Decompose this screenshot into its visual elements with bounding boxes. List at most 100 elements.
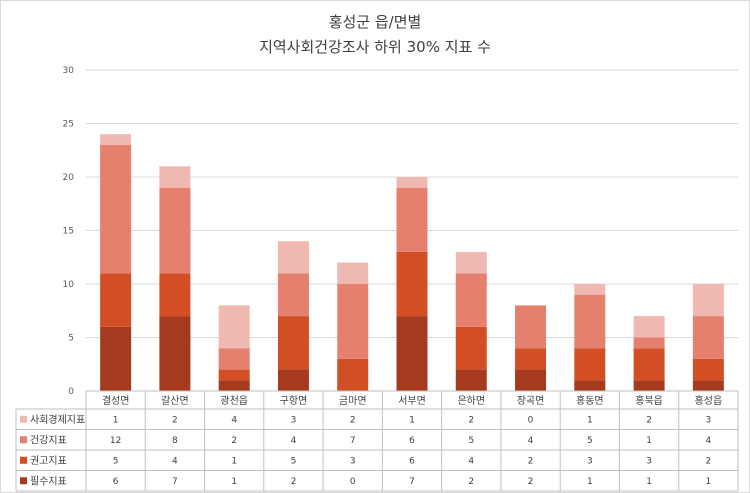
x-tick-label: 구항면 [280,395,308,407]
bar-segment [692,316,724,359]
y-tick-label: 20 [63,173,75,183]
data-label: 6 [409,456,415,466]
bar-segment [396,316,428,391]
data-label: 3 [350,456,356,466]
bar-segment [692,284,724,317]
bar-segment [455,326,487,370]
bar-segment [455,251,487,274]
data-label: 0 [528,415,534,425]
bar-segment [218,369,250,381]
bar-segment [100,273,132,327]
bar-segment [159,316,191,391]
bar-segment [396,187,428,252]
bar-segment [218,348,250,370]
data-label: 8 [172,436,178,446]
data-label: 1 [587,415,593,425]
data-label: 3 [705,415,711,425]
data-label: 0 [350,477,356,487]
data-label: 2 [646,415,652,425]
legend-entry: 필수지표 [30,475,67,487]
bar-segment [455,369,487,391]
y-tick-label: 25 [63,120,74,130]
data-label: 7 [172,477,178,487]
data-label: 7 [350,436,356,446]
legend-swatch [20,415,27,423]
data-label: 5 [468,436,474,446]
bar-segment [396,177,428,188]
data-label: 4 [172,456,178,466]
bar-segment [218,380,250,391]
data-label: 2 [172,415,178,425]
chart-title: 홍성군 읍/면별 [328,13,422,31]
data-label: 2 [350,415,356,425]
y-tick-label: 15 [63,227,74,237]
bar-segment [100,134,132,145]
data-label: 5 [291,456,297,466]
bar-segment [218,305,250,349]
bar-segment [100,144,132,274]
bar-segment [633,380,665,391]
data-label: 2 [291,477,297,487]
data-label: 1 [646,436,652,446]
data-label: 4 [705,436,711,446]
x-tick-label: 광천읍 [220,395,248,407]
bar-segment [633,348,665,381]
bar-segment [100,326,132,391]
legend-entry: 사회경제지표 [30,413,85,426]
x-tick-label: 갈산면 [161,394,189,407]
data-label: 5 [587,436,593,446]
x-tick-label: 서부면 [398,395,426,407]
data-label: 1 [409,415,415,425]
x-tick-label: 홍동면 [576,394,604,407]
data-label: 4 [528,436,534,446]
bar-segment [396,251,428,317]
bar-segment [574,294,606,349]
legend-swatch [20,436,27,444]
x-tick-label: 홍성읍 [695,394,723,407]
bar-segment [159,273,191,317]
data-label: 5 [113,456,119,466]
data-label: 2 [468,415,474,425]
y-tick-label: 30 [63,66,75,76]
bar-segment [455,273,487,327]
y-tick-label: 0 [68,387,74,397]
data-label: 4 [231,415,237,425]
bar-segment [515,369,547,391]
x-tick-label: 은하면 [457,394,485,407]
chart-subtitle: 지역사회건강조사 하위 30% 지표 수 [259,38,491,56]
data-label: 1 [587,477,593,487]
data-label: 4 [291,436,297,446]
bar-segment [159,187,191,274]
bar-segment [337,284,369,359]
data-label: 6 [409,436,415,446]
legend-entry: 권고지표 [30,455,67,467]
legend-entry: 건강지표 [30,434,67,446]
bar-segment [337,358,369,391]
bar-segment [515,348,547,370]
bar-segment [159,166,191,188]
bar-segment [277,316,309,370]
legend-swatch [20,456,27,464]
y-tick-label: 5 [68,334,74,344]
x-tick-label: 결성면 [102,395,130,407]
bar-segment [277,369,309,391]
data-label: 1 [705,477,711,487]
y-tick-label: 10 [63,280,75,290]
data-label: 2 [468,477,474,487]
data-label: 1 [231,477,237,487]
data-label: 1 [231,456,237,466]
data-label: 2 [705,456,711,466]
data-label: 3 [646,456,652,466]
bar-segment [574,284,606,295]
bar-segment [692,358,724,381]
bar-segment [515,305,547,349]
bar-segment [633,316,665,338]
data-label: 12 [110,436,121,446]
x-tick-label: 장곡면 [517,395,545,407]
data-label: 3 [291,415,297,425]
bar-segment [277,273,309,317]
bar-segment [277,241,309,274]
data-label: 6 [113,477,119,487]
bar-segment [633,337,665,349]
